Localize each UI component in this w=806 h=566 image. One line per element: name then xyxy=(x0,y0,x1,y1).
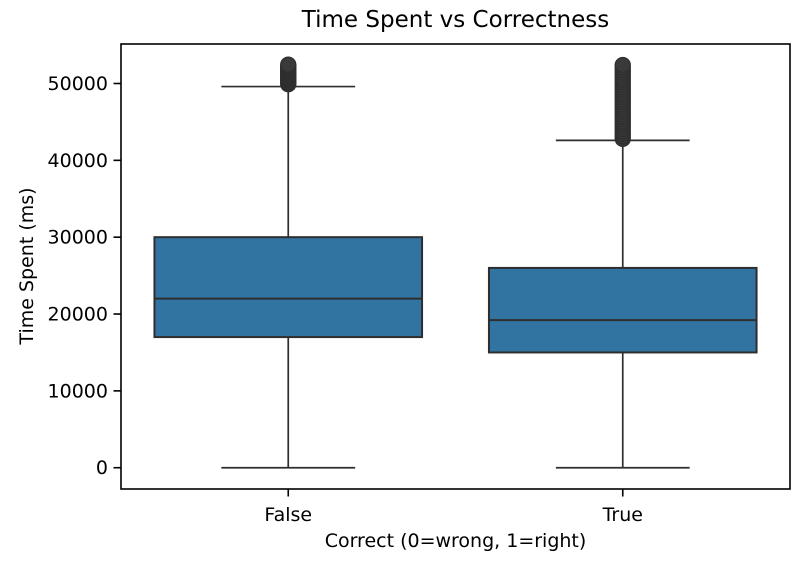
y-tick-label: 10000 xyxy=(48,380,108,402)
box-true xyxy=(487,266,758,354)
y-tick-label: 30000 xyxy=(48,227,108,249)
y-axis-label: Time Spent (ms) xyxy=(16,187,38,345)
chart-title: Time Spent vs Correctness xyxy=(301,7,610,33)
y-tick-label: 0 xyxy=(96,457,108,479)
box-false xyxy=(153,236,424,339)
outlier-point-true xyxy=(614,56,631,74)
y-tick-label: 20000 xyxy=(48,304,108,326)
y-tick-label: 50000 xyxy=(48,73,108,95)
x-tick-label: True xyxy=(602,504,643,526)
x-tick-label: False xyxy=(264,504,312,526)
plot-border xyxy=(120,43,791,490)
x-axis-label: Correct (0=wrong, 1=right) xyxy=(324,530,587,552)
y-tick-label: 40000 xyxy=(48,150,108,172)
outlier-point-false xyxy=(280,56,297,73)
